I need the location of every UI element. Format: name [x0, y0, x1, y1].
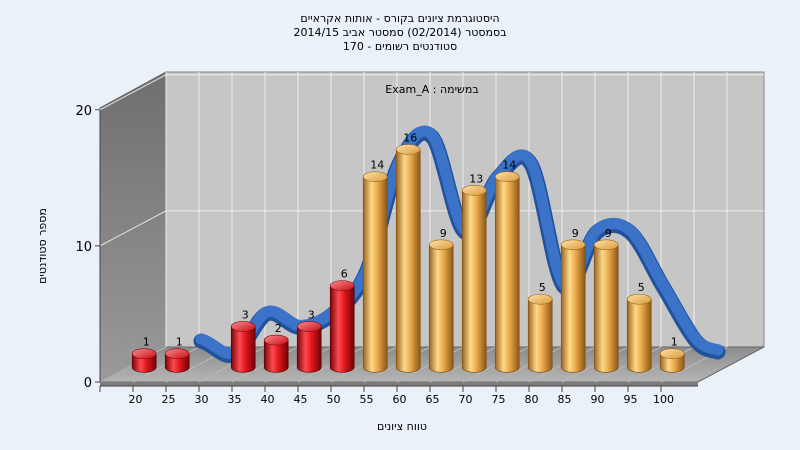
- x-tick-label: 50: [327, 393, 341, 406]
- bar-body: [230, 326, 256, 373]
- x-tick-label: 70: [459, 393, 473, 406]
- bar-value-label: 1: [176, 336, 183, 349]
- bar-top: [362, 171, 388, 183]
- bar: 14: [362, 159, 388, 373]
- chart-title-line-3: סטודנטים רשומים - 170: [343, 40, 457, 53]
- x-tick-label: 20: [129, 393, 143, 406]
- bar-value-label: 1: [143, 336, 150, 349]
- bar-body: [494, 176, 520, 373]
- gridline-side: [99, 74, 167, 111]
- y-tick-label: 0: [84, 376, 92, 391]
- bar: 13: [461, 172, 487, 373]
- y-axis: 0 10 20: [75, 104, 101, 391]
- bar: 1: [164, 336, 190, 373]
- bar-body: [428, 244, 454, 373]
- bar-body: [131, 353, 157, 373]
- bar-value-label: 6: [341, 268, 348, 281]
- gridline-side: [99, 210, 167, 247]
- x-tick-label: 95: [624, 393, 638, 406]
- y-tick-label: 10: [75, 240, 92, 255]
- bar: 9: [428, 227, 454, 373]
- bar-body: [527, 298, 553, 373]
- bar-body: [296, 326, 322, 373]
- x-tick-label: 40: [261, 393, 275, 406]
- x-tick-label: 30: [195, 393, 209, 406]
- x-tick-label: 100: [653, 393, 674, 406]
- bar-value-label: 9: [572, 227, 579, 240]
- bar-top: [626, 293, 652, 305]
- bar: 6: [329, 268, 355, 373]
- bar-top: [329, 280, 355, 291]
- x-tick-label: 90: [591, 393, 605, 406]
- x-tick-label: 75: [492, 393, 506, 406]
- bar-top: [230, 321, 256, 332]
- bar-body: [461, 190, 487, 373]
- bar-body: [659, 353, 685, 373]
- bar: 5: [527, 281, 553, 373]
- bar: 3: [230, 308, 256, 373]
- bar: 9: [593, 227, 619, 373]
- bar-body: [560, 244, 586, 373]
- bar-body: [329, 285, 355, 373]
- bar-top: [659, 348, 685, 359]
- exam-annotation: Exam_A : במשימה: [385, 83, 478, 96]
- bar-value-label: 13: [469, 172, 483, 185]
- bar-value-label: 3: [242, 308, 249, 321]
- bar-body: [593, 244, 619, 373]
- bar-body: [164, 353, 190, 373]
- bar: 2: [263, 322, 289, 373]
- bar-value-label: 2: [275, 322, 282, 335]
- x-axis: 20 25 30 35 40 45 50 55 60 65 70 75 80 85 90 95 100: [99, 385, 698, 406]
- x-tick-label: 25: [162, 393, 176, 406]
- x-tick-label: 45: [294, 393, 308, 406]
- bar-value-label: 3: [308, 308, 315, 321]
- x-tick-label: 60: [393, 393, 407, 406]
- bar-value-label: 1: [671, 336, 678, 349]
- x-tick-label: 35: [228, 393, 242, 406]
- bar-body: [395, 149, 421, 373]
- bar: 3: [296, 308, 322, 373]
- bar-top: [560, 239, 586, 251]
- bar-top: [395, 144, 421, 155]
- bar-value-label: 5: [638, 281, 645, 294]
- bar: 16: [395, 132, 421, 373]
- y-axis-title: מספר סטודנטים: [36, 208, 49, 284]
- bar-value-label: 14: [502, 159, 516, 172]
- bar-value-label: 9: [440, 227, 447, 240]
- bar-top: [263, 334, 289, 346]
- bar: 9: [560, 227, 586, 373]
- bar-body: [626, 298, 652, 373]
- bar: 1: [659, 336, 685, 373]
- floor-front-edge: [100, 382, 698, 386]
- bar-top: [131, 348, 157, 359]
- x-tick-label: 80: [525, 393, 539, 406]
- bar-top: [461, 185, 487, 196]
- bar-top: [527, 293, 553, 305]
- bar-top: [428, 239, 454, 251]
- bar-value-label: 16: [403, 132, 417, 145]
- bar-top: [593, 239, 619, 251]
- x-tick-label: 85: [558, 393, 572, 406]
- chart-title-line-2: בסמסטר (02/2014) סמסטר אביב 2014/15: [293, 26, 506, 39]
- x-tick-label: 65: [426, 393, 440, 406]
- y-tick-label: 20: [75, 104, 92, 119]
- x-axis-title: טווח ציונים: [377, 420, 427, 433]
- bar: 1: [131, 336, 157, 373]
- bar-top: [164, 348, 190, 359]
- bar-top: [296, 321, 322, 332]
- bar-body: [263, 339, 289, 373]
- side-wall: [99, 71, 167, 383]
- x-tick-label: 55: [360, 393, 374, 406]
- bar-top: [494, 171, 520, 183]
- chart-title-line-1: היסטוגרמת ציונים בקורס - אותות אקראיים: [300, 12, 499, 25]
- bar-value-label: 14: [370, 159, 384, 172]
- bar-body: [362, 176, 388, 373]
- bar: 14: [494, 159, 520, 373]
- bar-value-label: 5: [539, 281, 546, 294]
- bar-value-label: 9: [605, 227, 612, 240]
- bar: 5: [626, 281, 652, 373]
